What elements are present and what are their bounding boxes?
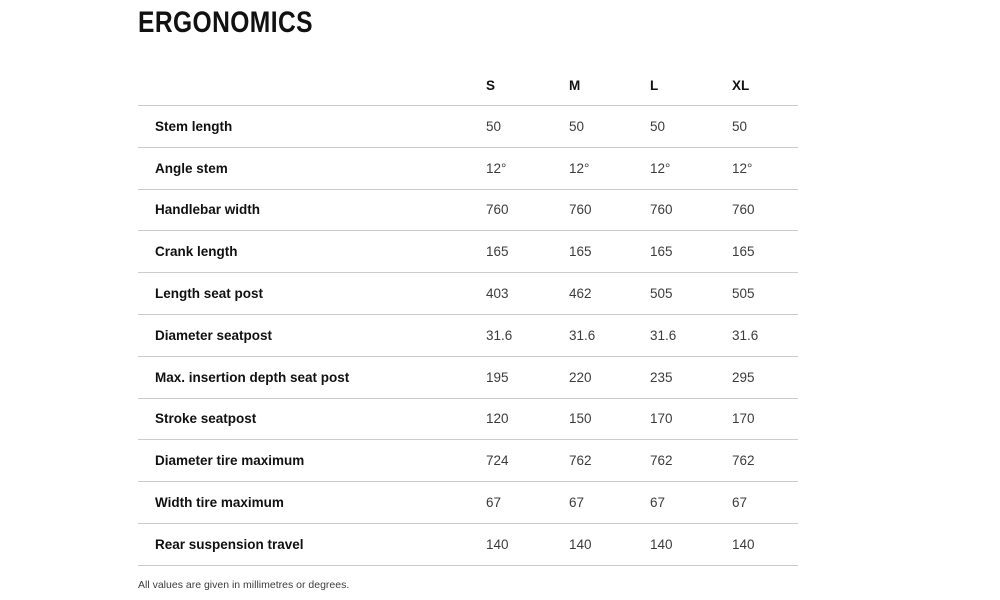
row-value: 235 bbox=[650, 369, 673, 385]
row-value: 140 bbox=[650, 536, 673, 552]
row-value: 12° bbox=[569, 160, 590, 176]
row-value: 762 bbox=[650, 453, 673, 469]
spec-row: Handlebar width 760 760 760 760 bbox=[138, 190, 798, 232]
row-value: 195 bbox=[486, 369, 509, 385]
row-value: 165 bbox=[569, 244, 592, 260]
row-value: 220 bbox=[569, 369, 592, 385]
row-value: 31.6 bbox=[486, 327, 513, 343]
row-value: 165 bbox=[650, 244, 673, 260]
row-value: 165 bbox=[486, 244, 509, 260]
row-value: 140 bbox=[569, 536, 592, 552]
row-value: 50 bbox=[569, 118, 585, 134]
page-title: ERGONOMICS bbox=[138, 6, 313, 39]
row-value: 140 bbox=[486, 536, 509, 552]
row-value: 150 bbox=[569, 411, 592, 427]
row-value: 505 bbox=[732, 286, 755, 302]
row-value: 760 bbox=[650, 202, 673, 218]
row-value: 760 bbox=[486, 202, 509, 218]
ergonomics-table: S M L XL Stem length 50 50 50 50 Angle s… bbox=[138, 65, 798, 566]
row-label: Crank length bbox=[155, 244, 238, 260]
row-value: 31.6 bbox=[732, 327, 759, 343]
row-value: 12° bbox=[650, 160, 671, 176]
table-header-row: S M L XL bbox=[138, 65, 798, 106]
row-value: 67 bbox=[569, 495, 585, 511]
column-header-l: L bbox=[650, 77, 659, 93]
row-label: Width tire maximum bbox=[155, 495, 284, 511]
row-value: 724 bbox=[486, 453, 509, 469]
table-footnote: All values are given in millimetres or d… bbox=[138, 579, 350, 591]
row-value: 120 bbox=[486, 411, 509, 427]
spec-row: Stem length 50 50 50 50 bbox=[138, 106, 798, 148]
row-value: 760 bbox=[569, 202, 592, 218]
row-value: 295 bbox=[732, 369, 755, 385]
spec-row: Rear suspension travel 140 140 140 140 bbox=[138, 524, 798, 566]
column-header-m: M bbox=[569, 77, 581, 93]
row-value: 165 bbox=[732, 244, 755, 260]
row-value: 31.6 bbox=[650, 327, 677, 343]
row-label: Rear suspension travel bbox=[155, 536, 304, 552]
row-label: Diameter seatpost bbox=[155, 327, 273, 343]
spec-row: Width tire maximum 67 67 67 67 bbox=[138, 482, 798, 524]
row-value: 462 bbox=[569, 286, 592, 302]
row-label: Handlebar width bbox=[155, 202, 261, 218]
row-value: 67 bbox=[732, 495, 748, 511]
row-value: 505 bbox=[650, 286, 673, 302]
table-body: Stem length 50 50 50 50 Angle stem 12° 1… bbox=[138, 106, 798, 566]
row-value: 31.6 bbox=[569, 327, 596, 343]
row-value: 67 bbox=[650, 495, 666, 511]
spec-row: Max. insertion depth seat post 195 220 2… bbox=[138, 357, 798, 399]
row-value: 50 bbox=[732, 118, 748, 134]
row-value: 50 bbox=[650, 118, 666, 134]
row-value: 762 bbox=[732, 453, 755, 469]
row-value: 140 bbox=[732, 536, 755, 552]
row-label: Max. insertion depth seat post bbox=[155, 369, 350, 385]
row-value: 67 bbox=[486, 495, 502, 511]
spec-row: Angle stem 12° 12° 12° 12° bbox=[138, 148, 798, 190]
spec-row: Diameter seatpost 31.6 31.6 31.6 31.6 bbox=[138, 315, 798, 357]
row-value: 170 bbox=[650, 411, 673, 427]
row-value: 50 bbox=[486, 118, 502, 134]
column-header-xl: XL bbox=[732, 77, 750, 93]
row-label: Stem length bbox=[155, 118, 233, 134]
row-value: 760 bbox=[732, 202, 755, 218]
row-label: Stroke seatpost bbox=[155, 411, 257, 427]
spec-row: Crank length 165 165 165 165 bbox=[138, 231, 798, 274]
column-header-s: S bbox=[486, 77, 496, 93]
row-value: 403 bbox=[486, 286, 509, 302]
row-value: 170 bbox=[732, 411, 755, 427]
spec-row: Length seat post 403 462 505 505 bbox=[138, 273, 798, 315]
row-value: 762 bbox=[569, 453, 592, 469]
row-label: Diameter tire maximum bbox=[155, 453, 305, 469]
spec-row: Diameter tire maximum 724 762 762 762 bbox=[138, 440, 798, 483]
spec-row: Stroke seatpost 120 150 170 170 bbox=[138, 399, 798, 441]
row-label: Length seat post bbox=[155, 286, 264, 302]
row-value: 12° bbox=[732, 160, 753, 176]
row-label: Angle stem bbox=[155, 160, 228, 176]
row-value: 12° bbox=[486, 160, 507, 176]
